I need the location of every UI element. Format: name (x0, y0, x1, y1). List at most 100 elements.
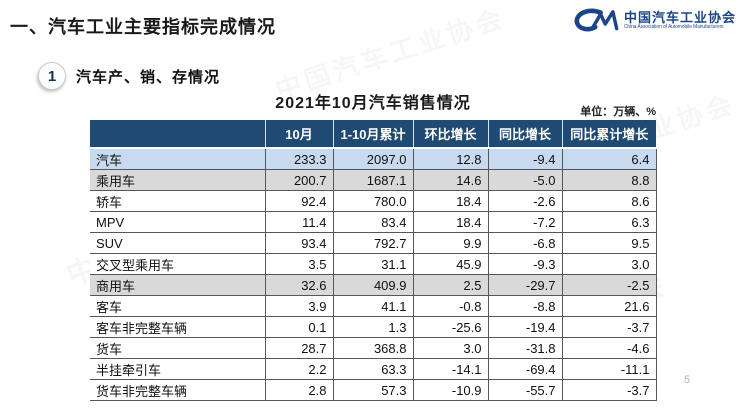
table-row: SUV 93.4 792.7 9.9 -6.8 9.5 (90, 232, 657, 254)
row-label: 商用车 (90, 274, 266, 296)
column-header: 环比增长 (413, 120, 489, 149)
row-label: SUV (90, 232, 266, 254)
cell-value: -3.7 (562, 379, 657, 401)
cell-value: 18.4 (413, 190, 489, 212)
cell-value: 2.8 (265, 379, 334, 401)
table-row: 客车 3.9 41.1 -0.8 -8.8 21.6 (90, 295, 657, 317)
cell-value: 3.9 (265, 295, 334, 317)
row-label: 货车非完整车辆 (90, 379, 266, 401)
cell-value: 28.7 (265, 337, 334, 359)
cell-value: 368.8 (333, 337, 414, 359)
row-label: 半挂牵引车 (90, 358, 266, 380)
table-row: 半挂牵引车 2.2 63.3 -14.1 -69.4 -11.1 (90, 358, 657, 380)
cell-value: -6.8 (488, 232, 563, 254)
cell-value: 93.4 (265, 232, 334, 254)
cell-value: -25.6 (413, 316, 489, 338)
row-label: 轿车 (90, 190, 266, 212)
cm-logo-icon (573, 7, 619, 35)
cell-value: -4.6 (562, 337, 657, 359)
cell-value: 233.3 (265, 148, 334, 170)
cell-value: 21.6 (562, 295, 657, 317)
cell-value: 3.5 (265, 253, 334, 275)
org-logo-text: 中国汽车工业协会 China Association of Automobile… (623, 10, 736, 31)
table-title: 2021年10月汽车销售情况 (275, 95, 471, 112)
table-row: 汽车 233.3 2097.0 12.8 -9.4 6.4 (90, 148, 657, 170)
row-label: 交叉型乘用车 (90, 253, 266, 275)
org-name-cn: 中国汽车工业协会 (623, 10, 736, 26)
sales-table: 10月 1-10月累计 环比增长 同比增长 同比累计增长 汽车 233.3 2097.0 12… (90, 120, 657, 401)
column-header: 10月 (265, 120, 334, 149)
table-row: 客车非完整车辆 0.1 1.3 -25.6 -19.4 -3.7 (90, 316, 657, 338)
row-label: 汽车 (90, 148, 266, 170)
column-header (90, 120, 266, 149)
cell-value: -9.4 (488, 148, 563, 170)
column-header: 同比累计增长 (562, 120, 656, 149)
section-number-badge: 1 (38, 62, 66, 90)
cell-value: 83.4 (333, 211, 414, 233)
cell-value: 2.2 (265, 358, 334, 380)
row-label: MPV (90, 211, 266, 233)
cell-value: -19.4 (488, 316, 563, 338)
section-heading: 1 汽车产、销、存情况 (38, 62, 220, 90)
cell-value: 8.6 (562, 190, 657, 212)
cell-value: -2.6 (488, 190, 563, 212)
row-label: 货车 (90, 337, 266, 359)
cell-value: -69.4 (488, 358, 563, 380)
table-row: 商用车 32.6 409.9 2.5 -29.7 -2.5 (90, 274, 657, 296)
table-header-row: 10月 1-10月累计 环比增长 同比增长 同比累计增长 (90, 120, 656, 149)
row-label: 客车非完整车辆 (90, 316, 266, 338)
cell-value: -11.1 (562, 358, 657, 380)
table-body: 汽车 233.3 2097.0 12.8 -9.4 6.4 乘用车 200.7 1687.1 14… (90, 148, 657, 401)
unit-note: 单位：万辆、% (580, 106, 656, 118)
cell-value: 792.7 (333, 232, 414, 254)
table-row: 货车 28.7 368.8 3.0 -31.8 -4.6 (90, 337, 657, 359)
cell-value: -10.9 (413, 379, 489, 401)
table-row: 轿车 92.4 780.0 18.4 -2.6 8.6 (90, 190, 657, 212)
cell-value: 11.4 (265, 211, 334, 233)
table-row: 交叉型乘用车 3.5 31.1 45.9 -9.3 3.0 (90, 253, 657, 275)
cell-value: 57.3 (333, 379, 414, 401)
cell-value: 6.3 (562, 211, 657, 233)
cell-value: -31.8 (488, 337, 563, 359)
cell-value: 14.6 (413, 169, 489, 191)
row-label: 乘用车 (90, 169, 266, 191)
cell-value: 45.9 (413, 253, 489, 275)
cell-value: 1687.1 (333, 169, 414, 191)
section-title: 汽车产、销、存情况 (76, 68, 221, 86)
page-title: 一、汽车工业主要指标完成情况 (10, 17, 276, 37)
table-row: 货车非完整车辆 2.8 57.3 -10.9 -55.7 -3.7 (90, 379, 657, 401)
cell-value: -5.0 (488, 169, 563, 191)
cell-value: 9.9 (413, 232, 489, 254)
column-header: 同比增长 (488, 120, 563, 149)
cell-value: 32.6 (265, 274, 334, 296)
cell-value: 200.7 (265, 169, 334, 191)
cell-value: -7.2 (488, 211, 563, 233)
cell-value: -8.8 (488, 295, 563, 317)
row-label: 客车 (90, 295, 266, 317)
table-row: 乘用车 200.7 1687.1 14.6 -5.0 8.8 (90, 169, 657, 191)
cell-value: 780.0 (333, 190, 414, 212)
org-logo: 中国汽车工业协会 China Association of Automobile… (573, 7, 736, 35)
column-header: 1-10月累计 (333, 120, 414, 149)
cell-value: 0.1 (265, 316, 334, 338)
cell-value: 63.3 (333, 358, 414, 380)
cell-value: 6.4 (562, 148, 657, 170)
cell-value: 2.5 (413, 274, 489, 296)
cell-value: 3.0 (562, 253, 657, 275)
cell-value: 8.8 (562, 169, 657, 191)
table-row: MPV 11.4 83.4 18.4 -7.2 6.3 (90, 211, 657, 233)
org-name-en: China Association of Automobile Manufact… (623, 24, 724, 31)
cell-value: 31.1 (333, 253, 414, 275)
cell-value: -55.7 (488, 379, 563, 401)
cell-value: -29.7 (488, 274, 563, 296)
cell-value: 409.9 (333, 274, 414, 296)
cell-value: -0.8 (413, 295, 489, 317)
cell-value: 41.1 (333, 295, 414, 317)
page-number: 5 (684, 374, 691, 386)
cell-value: -9.3 (488, 253, 563, 275)
cell-value: -14.1 (413, 358, 489, 380)
cell-value: -3.7 (562, 316, 657, 338)
cell-value: 92.4 (265, 190, 334, 212)
cell-value: -2.5 (562, 274, 657, 296)
